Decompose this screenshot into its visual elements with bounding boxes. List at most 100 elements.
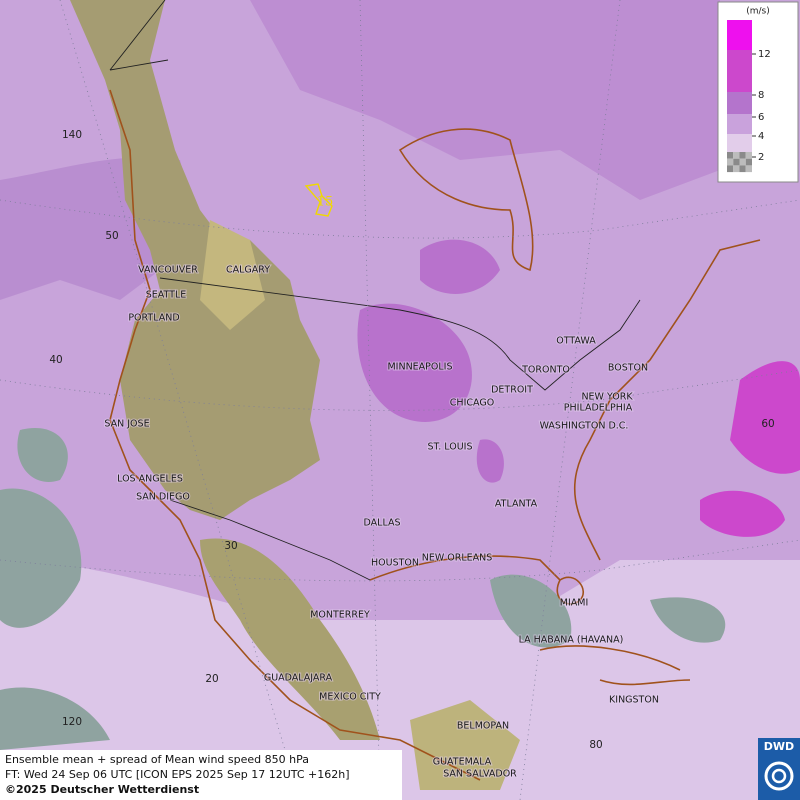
legend-label: 4 — [758, 131, 764, 142]
grid-label: 30 — [224, 540, 237, 552]
city-label: DETROIT — [491, 385, 533, 396]
terrain — [410, 700, 520, 790]
wind-field — [0, 560, 800, 800]
city-label: KINGSTON — [609, 695, 659, 706]
low-wind-area — [650, 597, 726, 643]
wind-field — [250, 0, 720, 200]
low-wind-area — [0, 488, 82, 628]
legend-swatch-nodata — [745, 158, 752, 166]
city-label: OTTAWA — [556, 336, 596, 347]
city-label: BOSTON — [608, 363, 648, 374]
logo-text: DWD — [764, 740, 794, 753]
city-label: MONTERREY — [310, 610, 370, 621]
terrain — [70, 0, 320, 520]
legend-swatch-nodata — [733, 165, 740, 173]
legend-swatch-nodata — [727, 158, 734, 166]
city-label: CALGARY — [226, 265, 270, 276]
grid-label: 40 — [49, 354, 62, 366]
city-label: GUATEMALA — [433, 757, 492, 768]
city-label: SAN JOSE — [104, 419, 149, 430]
city-label: SAN DIEGO — [136, 492, 190, 503]
city-label: MINNEAPOLIS — [387, 362, 452, 373]
legend-unit: (m/s) — [746, 7, 770, 17]
legend-label: 8 — [758, 90, 764, 101]
footer-box — [0, 750, 402, 800]
city-label: MIAMI — [560, 598, 589, 609]
wind-field — [357, 303, 472, 422]
city-label: PORTLAND — [128, 313, 179, 324]
footer-line: ©2025 Deutscher Wetterdienst — [5, 783, 199, 796]
border — [169, 499, 371, 581]
legend-swatch-nodata — [745, 152, 752, 159]
logo-swirl — [764, 761, 794, 791]
terrain — [200, 220, 265, 330]
legend: (m/s) 12 8 6 4 2 — [717, 1, 799, 183]
grid-label: 60 — [761, 418, 774, 430]
wind-field — [420, 239, 500, 294]
city-label: WASHINGTON D.C. — [540, 421, 629, 432]
city-label: SEATTLE — [146, 290, 187, 301]
contour-label: 15 — [317, 195, 334, 210]
wind-field — [730, 361, 800, 474]
coastline — [369, 555, 584, 605]
grid-label: 120 — [62, 716, 82, 728]
graticule-line — [59, 0, 621, 800]
footer-line: Ensemble mean + spread of Mean wind spee… — [5, 753, 309, 766]
legend-swatch — [727, 92, 752, 114]
legend-swatch-nodata — [739, 165, 746, 173]
wind-field — [700, 490, 785, 537]
city-label: CHICAGO — [450, 398, 494, 409]
city-label: MEXICO CITY — [319, 692, 381, 703]
city-label: NEW ORLEANS — [422, 553, 493, 564]
border — [159, 277, 641, 391]
legend-swatch — [727, 134, 752, 152]
low-wind-area — [0, 687, 110, 750]
footer-line: FT: Wed 24 Sep 06 UTC [ICON EPS 2025 Sep… — [5, 768, 350, 781]
city-label: LA HABANA (HAVANA) — [519, 635, 624, 646]
city-label: HOUSTON — [371, 558, 419, 569]
city-label: PHILADELPHIA — [564, 403, 633, 414]
legend-swatch — [727, 50, 752, 92]
legend-swatch-nodata — [727, 165, 734, 173]
coastline — [574, 239, 761, 561]
terrain — [200, 538, 380, 740]
city-label: ST. LOUIS — [428, 442, 473, 453]
coastline — [398, 128, 534, 272]
city-label: DALLAS — [364, 518, 401, 529]
logo-swirl — [771, 768, 787, 784]
coastline — [539, 645, 691, 686]
city-label: TORONTO — [521, 365, 570, 376]
borders — [109, 0, 641, 581]
legend-swatch-nodata — [739, 158, 746, 166]
city-label: ATLANTA — [495, 499, 538, 510]
grid-label: 50 — [105, 230, 118, 242]
legend-swatch-nodata — [739, 152, 746, 159]
border — [109, 0, 169, 71]
legend-label: 12 — [758, 49, 771, 60]
legend-swatch — [727, 114, 752, 134]
low-wind-area — [490, 574, 572, 648]
legend-swatch-nodata — [733, 152, 740, 159]
coastlines — [109, 89, 761, 781]
wind-field — [476, 439, 504, 483]
grid-labels: 140 50 40 30 20 120 60 80 — [49, 129, 774, 751]
legend-swatch-nodata — [727, 152, 734, 159]
grid-label: 80 — [589, 739, 602, 751]
grid-label: 140 — [62, 129, 82, 141]
legend-swatch-nodata — [745, 165, 752, 173]
city-labels: VANCOUVER CALGARY SEATTLE PORTLAND MINNEAPOL… — [103, 264, 660, 781]
city-label: GUADALAJARA — [264, 673, 333, 684]
legend-label: 2 — [758, 152, 764, 163]
contour — [304, 183, 333, 217]
legend-label: 6 — [758, 112, 764, 123]
city-label: BELMOPAN — [457, 721, 509, 732]
grid-label: 20 — [205, 673, 218, 685]
city-label: VANCOUVER — [138, 265, 198, 276]
city-label: LOS ANGELES — [117, 474, 183, 485]
city-label: NEW YORK — [581, 392, 633, 403]
city-label: SAN SALVADOR — [443, 769, 517, 780]
